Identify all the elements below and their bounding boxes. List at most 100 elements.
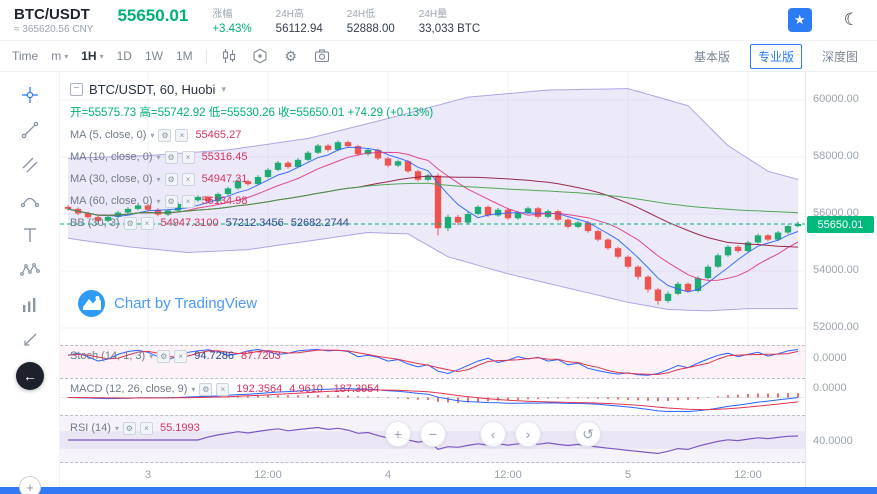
bb-settings-button[interactable]: ⚙ [123,216,137,230]
rsi-legend-row: RSI (14) ▾ ⚙ × 55.1993 [70,421,200,435]
pattern-tool[interactable] [19,259,41,281]
forecast-bars-icon [22,298,35,312]
plus-icon: + [393,426,403,442]
stoch-panel[interactable]: Stoch (14, 1, 3) ▾ ⚙ × 94.7286 87.7203 [60,345,805,378]
stat-change: 涨幅 +3.43% [212,5,251,35]
bb-remove-button[interactable]: × [140,216,154,230]
channel-tool[interactable] [19,154,41,176]
time-axis[interactable]: 3 12:00 4 12:00 5 12:00 [60,463,805,487]
interval-1d-button[interactable]: 1D [116,49,132,63]
minute-dropdown[interactable]: m ▾ [51,49,69,63]
favorite-button[interactable]: ★ [787,8,812,32]
stoch-remove-button[interactable]: × [174,349,188,363]
chevron-down-icon[interactable]: ▾ [114,423,119,433]
macd-panel[interactable]: MACD (12, 26, close, 9) ▾ ⚙ × 192.3564 4… [60,378,805,415]
chevron-down-icon[interactable]: ▾ [156,152,161,162]
chevron-down-icon[interactable]: ▾ [191,384,196,394]
channel-icon [22,157,37,173]
rsi-remove-button[interactable]: × [139,421,153,435]
zoom-in-nav-button[interactable]: + [385,421,411,447]
stat-volume-value: 33,033 BTC [418,23,481,35]
bottom-action-bar[interactable] [0,487,877,494]
pro-version-button[interactable]: 专业版 [749,43,802,69]
ma60-remove-button[interactable]: × [181,194,195,208]
collapse-legend-button[interactable]: − [70,83,83,96]
time-axis-label: 3 [144,469,152,481]
pan-left-button[interactable]: ‹ [480,421,506,447]
zoom-in-button[interactable]: + [19,476,41,494]
candlestick-style-button[interactable] [220,47,238,65]
rsi-label: RSI (14) [70,422,111,434]
pan-right-button[interactable]: › [515,421,541,447]
header: BTC/USDT ≈ 365620.56 CNY 55650.01 涨幅 +3.… [0,0,877,40]
price-chart[interactable]: − BTC/USDT, 60, Huobi ▾ 开=55575.73 高=557… [60,72,805,345]
depth-chart-button[interactable]: 深度图 [821,49,858,64]
candlestick-icon [222,49,235,63]
price-axis-label: 52000.00 [813,321,859,333]
stat-high-label: 24H高 [275,9,305,20]
stoch-axis-zero: 0.0000 [813,352,847,364]
ma30-settings-button[interactable]: ⚙ [164,172,178,186]
macd-remove-button[interactable]: × [216,382,230,396]
crosshair-icon [21,87,38,103]
stat-change-label: 涨幅 [212,9,233,20]
ma60-settings-button[interactable]: ⚙ [164,194,178,208]
crosshair-tool[interactable] [19,84,41,106]
interval-1m-button[interactable]: 1M [175,49,193,63]
theme-toggle-button[interactable]: ☾ [844,10,859,30]
reset-view-button[interactable]: ↺ [575,421,601,447]
arc-tool[interactable] [19,189,41,211]
interval-1h-dropdown[interactable]: 1H ▾ [81,49,104,63]
indicators-button[interactable] [251,47,269,65]
stat-low-value: 52888.00 [346,23,395,35]
collapse-sidebar-button[interactable]: ← [16,362,44,390]
stoch-settings-button[interactable]: ⚙ [157,349,171,363]
indicator-icon [253,48,267,64]
rsi-settings-button[interactable]: ⚙ [122,421,136,435]
chart-column: − BTC/USDT, 60, Huobi ▾ 开=55575.73 高=557… [60,72,805,487]
pair-cny-price: ≈ 365620.56 CNY [14,23,94,35]
stat-24h-volume: 24H量 33,033 BTC [419,5,480,35]
macd-canvas[interactable] [60,379,805,415]
tradingview-attribution[interactable]: Chart by TradingView [78,290,257,317]
price-axis[interactable]: 0.0000 0.0000 40.0000 55650.01 60000.00 5… [805,72,877,487]
ma10-settings-button[interactable]: ⚙ [164,150,178,164]
interval-1w-button[interactable]: 1W [144,49,163,63]
macd-settings-button[interactable]: ⚙ [199,382,213,396]
ma5-settings-button[interactable]: ⚙ [158,128,172,142]
settings-button[interactable]: ⚙ [282,47,300,65]
reset-icon: ↺ [582,425,594,442]
macd-dea-value: 4.9610 [289,383,323,395]
zoom-out-nav-button[interactable]: − [420,421,446,447]
camera-icon [314,49,329,63]
ma30-remove-button[interactable]: × [181,172,195,186]
star-icon: ★ [793,12,806,27]
screenshot-button[interactable] [313,47,331,65]
stoch-canvas[interactable] [60,346,805,378]
trend-line-tool[interactable] [19,119,41,141]
xabcd-pattern-icon [19,263,40,276]
forecast-tool[interactable] [19,294,41,316]
chevron-down-icon[interactable]: ▾ [156,174,161,184]
ma5-remove-button[interactable]: × [175,128,189,142]
rsi-value: 55.1993 [159,422,200,434]
plus-icon: + [26,479,34,494]
stat-change-value: +3.43% [212,23,252,35]
arrow-icon [23,333,36,346]
moon-icon: ☾ [843,10,859,29]
text-tool[interactable] [19,224,41,246]
last-price: 55650.01 [117,6,189,25]
chevron-down-icon[interactable]: ▾ [156,196,161,206]
ma10-remove-button[interactable]: × [181,150,195,164]
tradingview-logo-icon [78,290,105,317]
macd-legend-row: MACD (12, 26, close, 9) ▾ ⚙ × 192.3564 4… [70,382,379,396]
pair-block: BTC/USDT ≈ 365620.56 CNY [14,6,93,35]
chevron-down-icon: ▾ [64,51,69,61]
stoch-k-value: 94.7286 [194,350,234,362]
basic-version-button[interactable]: 基本版 [693,49,730,64]
time-dropdown[interactable]: Time [12,49,39,63]
chevron-down-icon[interactable]: ▾ [149,351,154,361]
chevron-down-icon[interactable]: ▾ [150,130,155,140]
arrow-tool[interactable] [19,329,41,351]
text-tool-icon [23,228,36,242]
